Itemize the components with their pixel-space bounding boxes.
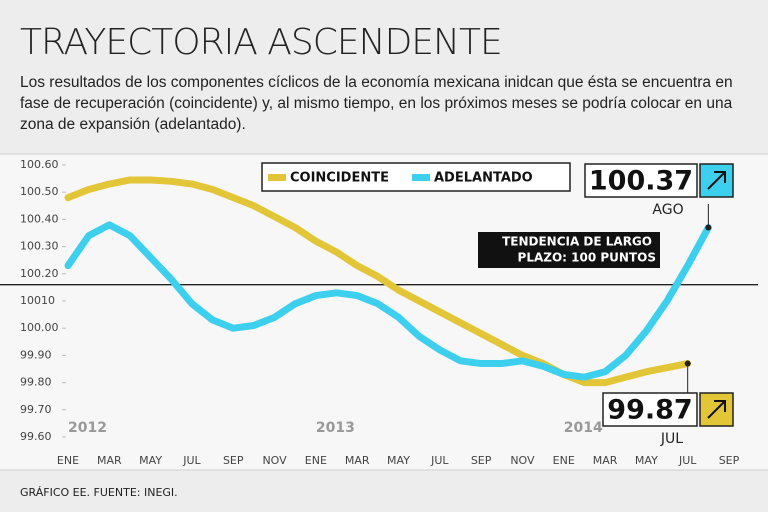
x-tick-label: SEP	[471, 454, 492, 467]
y-tick-label: 99.80	[20, 376, 52, 389]
x-tick-label: MAR	[345, 454, 370, 467]
chart-title: TRAYECTORIA ASCENDENTE	[20, 22, 503, 63]
y-tick-label: 99.60	[20, 430, 52, 443]
chart-subtitle: Los resultados de los componentes cíclic…	[20, 74, 733, 133]
callout-value: 100.37	[589, 166, 693, 197]
x-tick-label: NOV	[262, 454, 287, 467]
x-tick-label: JUL	[430, 454, 449, 467]
x-tick-label: JUL	[678, 454, 697, 467]
x-tick-label: MAR	[593, 454, 618, 467]
x-tick-label: SEP	[223, 454, 244, 467]
callout-box	[602, 392, 698, 427]
series-line	[64, 176, 692, 387]
x-tick-label: MAY	[387, 454, 410, 467]
x-tick-label: MAR	[97, 454, 122, 467]
x-tick-label: JUL	[182, 454, 201, 467]
y-tick-label: 100.30	[20, 240, 59, 253]
legend-swatch	[412, 174, 430, 181]
callout-value: 99.87	[607, 395, 692, 426]
x-tick-label: ENE	[553, 454, 575, 467]
year-label: 2013	[316, 420, 355, 436]
source: GRÁFICO EE. FUENTE: INEGI.	[20, 486, 178, 499]
callout-arrow	[707, 171, 726, 190]
chart: 100.60 100.50 100.40 100.30 100.20 10010 100.0…	[0, 153, 768, 471]
series-line	[64, 221, 712, 381]
legend-label: COINCIDENTE	[290, 171, 389, 186]
y-tick-label: 99.90	[20, 348, 52, 361]
y-tick-label: 100.20	[20, 267, 59, 280]
y-tick-label: 100.60	[20, 158, 59, 171]
reference-label-box	[478, 232, 660, 268]
year-label: 2014	[564, 420, 603, 436]
callout-month: AGO	[652, 202, 683, 218]
y-tick-label: 100.40	[20, 212, 59, 225]
x-tick-label: SEP	[719, 454, 740, 467]
x-tick-label: ENE	[305, 454, 327, 467]
callout-box	[584, 163, 698, 198]
y-tick-label: 100.50	[20, 185, 59, 198]
callout-month: JUL	[660, 431, 683, 447]
x-tick-label: ENE	[57, 454, 79, 467]
year-label: 2012	[68, 420, 107, 436]
y-tick-label: 99.70	[20, 403, 52, 416]
legend-label: ADELANTADO	[434, 171, 533, 186]
x-tick-label: MAY	[635, 454, 658, 467]
callout-arrow	[707, 400, 726, 419]
legend-swatch	[268, 174, 286, 181]
x-tick-label: NOV	[510, 454, 535, 467]
y-tick-label: 10010	[20, 294, 55, 307]
y-tick-label: 100.00	[20, 321, 59, 334]
reference-label: PLAZO: 100 PUNTOS	[518, 251, 656, 265]
x-tick-label: MAY	[139, 454, 162, 467]
reference-label: TENDENCIA DE LARGO	[502, 235, 652, 249]
